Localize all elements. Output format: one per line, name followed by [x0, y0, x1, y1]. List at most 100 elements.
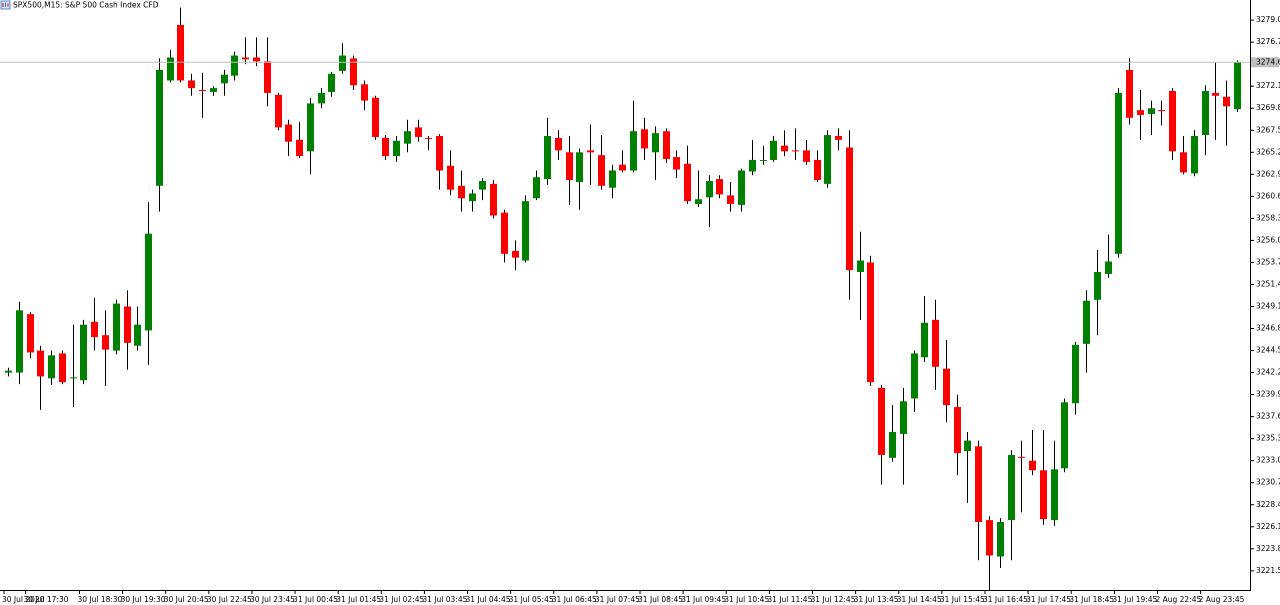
candle-body: [1148, 108, 1155, 114]
last-price-label: 3274.6: [1256, 57, 1280, 66]
candle-body: [16, 310, 23, 373]
x-tick-label: 31 Jul 04:45: [466, 595, 511, 604]
candle-body: [609, 170, 616, 188]
candle-body: [630, 131, 637, 171]
candle-body: [188, 80, 195, 89]
candle-body: [803, 150, 810, 162]
x-tick-label: 31 Jul 05:45: [509, 595, 554, 604]
candle-body: [1169, 90, 1176, 152]
candle-body: [706, 181, 713, 198]
y-tick-label: 3246.8: [1256, 324, 1280, 333]
x-tick-label: 30 Jul 20:45: [164, 595, 209, 604]
y-tick-label: 3221.5: [1256, 566, 1280, 575]
candle-body: [318, 92, 325, 104]
y-tick-label: 3265.2: [1256, 147, 1280, 156]
candle-body: [361, 84, 368, 101]
candle-body: [889, 431, 896, 458]
candle-body: [382, 137, 389, 157]
candle-body: [555, 137, 562, 151]
candle-body: [221, 74, 228, 84]
candle-body: [1072, 344, 1079, 404]
candle-body: [727, 195, 734, 205]
candle-body: [512, 250, 519, 258]
candle-body: [522, 201, 529, 261]
candle-body: [210, 88, 217, 92]
x-tick-label: 31 Jul 13:45: [854, 595, 899, 604]
y-tick-label: 3269.8: [1256, 103, 1280, 112]
candle-body: [275, 94, 282, 128]
candle-body: [716, 179, 723, 195]
x-tick-label: 31 Jul 01:45: [336, 595, 381, 604]
y-tick-label: 3223.8: [1256, 544, 1280, 553]
candle-body: [986, 520, 993, 556]
candle-body: [253, 57, 260, 62]
candle-body: [458, 185, 465, 199]
candle-body: [652, 133, 659, 153]
x-tick-label: 31 Jul 08:45: [638, 595, 683, 604]
candle-body: [134, 324, 141, 346]
candle-body: [846, 147, 853, 271]
candle-body: [673, 157, 680, 170]
candle-body: [695, 199, 702, 205]
candle-body: [792, 150, 799, 152]
candle-body: [404, 131, 411, 144]
y-tick-label: 3230.7: [1256, 478, 1280, 487]
candle-body: [436, 136, 443, 171]
candle-body: [749, 159, 756, 172]
candle-body: [1234, 62, 1241, 110]
candle-body: [296, 139, 303, 157]
candle-body: [641, 129, 648, 149]
candle-body: [1158, 110, 1165, 112]
x-tick-label: 31 Jul 16:45: [983, 595, 1028, 604]
candle-body: [964, 440, 971, 452]
x-tick-label: 30 Jul 19:30: [121, 595, 166, 604]
y-tick-label: 3260.6: [1256, 191, 1280, 200]
candle-body: [501, 212, 508, 254]
candle-body: [415, 127, 422, 137]
candle-body: [770, 140, 777, 160]
y-tick-label: 3226.1: [1256, 522, 1280, 531]
candle-body: [264, 61, 271, 93]
candle-body: [48, 355, 55, 379]
candle-body: [199, 90, 206, 92]
candle-body: [1083, 300, 1090, 344]
candle-body: [285, 124, 292, 142]
candle-body: [1180, 152, 1187, 173]
candle-body: [177, 24, 184, 81]
candle-body: [598, 155, 605, 186]
y-tick-label: 3279.0: [1256, 15, 1280, 24]
x-tick-label: 31 Jul 15:45: [940, 595, 985, 604]
candle-body: [1018, 456, 1025, 458]
x-tick-label: 31 Jul 06:45: [552, 595, 597, 604]
candle-body: [59, 353, 66, 383]
x-tick-label: 31 Jul 00:45: [293, 595, 338, 604]
candle-body: [102, 335, 109, 350]
candle-body: [1029, 460, 1036, 471]
candle-body: [80, 324, 87, 381]
candle-body: [479, 181, 486, 190]
candle-body: [469, 193, 476, 202]
x-tick-label: 31 Jul 10:45: [724, 595, 769, 604]
candle-body: [857, 260, 864, 273]
candle-body: [27, 314, 34, 353]
y-tick-label: 3244.5: [1256, 346, 1280, 355]
candles: [5, 7, 1241, 590]
candle-body: [425, 137, 432, 139]
candle-body: [587, 150, 594, 153]
candle-body: [954, 407, 961, 454]
candle-body: [1105, 261, 1112, 274]
candle-body: [307, 103, 314, 152]
candle-body: [544, 136, 551, 180]
candle-body: [533, 177, 540, 199]
candle-body: [145, 233, 152, 331]
candle-body: [242, 57, 249, 60]
x-tick-label: 31 Jul 12:45: [811, 595, 856, 604]
x-tick-label: 30 Jul 22:45: [207, 595, 252, 604]
candle-body: [760, 159, 767, 161]
candle-body: [1040, 470, 1047, 520]
candle-body: [867, 262, 874, 383]
candle-body: [231, 55, 238, 76]
candle-body: [1115, 92, 1122, 254]
candle-body: [1137, 110, 1144, 115]
